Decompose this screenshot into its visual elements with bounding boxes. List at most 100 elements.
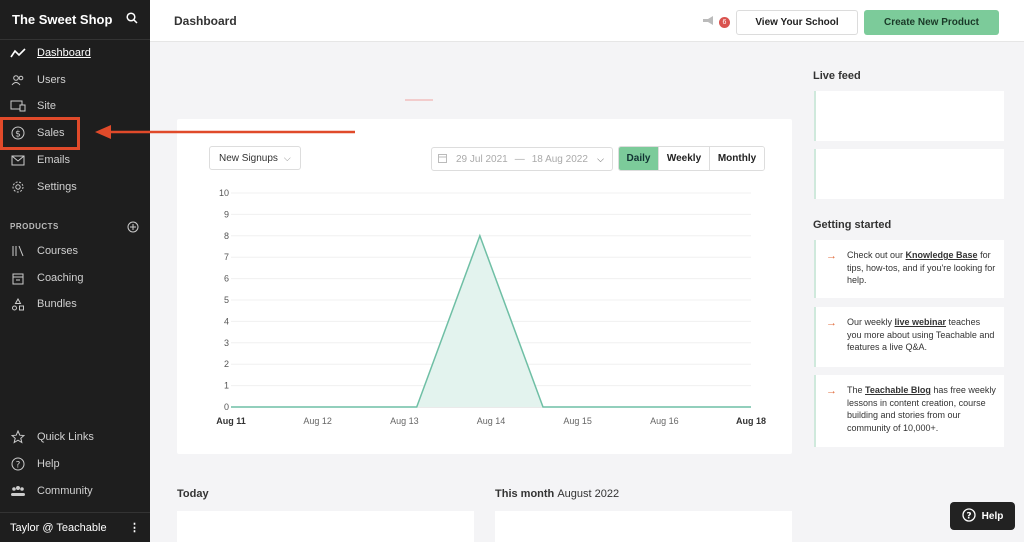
sidebar-item-quick-links[interactable]: Quick Links: [0, 426, 150, 448]
period-daily[interactable]: Daily: [619, 147, 659, 170]
annotation-highlight-box: [0, 117, 80, 150]
question-circle-icon: ?: [962, 507, 976, 525]
date-from: 29 Jul 2021: [456, 153, 508, 165]
calendar-icon: [10, 270, 26, 286]
card-text: The: [847, 385, 866, 395]
account-menu[interactable]: Taylor @ Teachable ⋮: [0, 512, 150, 542]
y-tick-label: 10: [219, 188, 229, 198]
sidebar-item-site[interactable]: Site: [0, 95, 150, 117]
sidebar-item-label: Courses: [37, 245, 78, 257]
account-name: Taylor @ Teachable: [10, 521, 107, 534]
announcements-button[interactable]: 6: [702, 13, 730, 31]
sidebar-item-sales[interactable]: $ Sales: [0, 122, 150, 144]
star-icon: [10, 429, 26, 445]
getting-started-title: Getting started: [813, 219, 892, 231]
svg-text:$: $: [15, 130, 21, 140]
card-text: for tips, how-tos, and if you're looking…: [847, 250, 996, 285]
view-school-button[interactable]: View Your School: [736, 10, 858, 35]
x-tick-label: Aug 16: [650, 416, 679, 426]
school-name[interactable]: The Sweet Shop: [12, 12, 113, 27]
sidebar-item-coaching[interactable]: Coaching: [0, 267, 150, 289]
loading-indicator: [405, 99, 433, 101]
y-tick-label: 9: [224, 209, 229, 219]
x-tick-label: Aug 11: [216, 416, 246, 426]
period-monthly[interactable]: Monthly: [710, 147, 764, 170]
live-webinar-link[interactable]: live webinar: [894, 317, 947, 327]
search-icon[interactable]: [126, 11, 138, 29]
x-tick-label: Aug 13: [390, 416, 419, 426]
question-circle-icon: ?: [10, 456, 26, 472]
brand-header: The Sweet Shop: [0, 0, 150, 40]
create-product-button[interactable]: Create New Product: [864, 10, 999, 35]
notification-badge: 6: [719, 16, 730, 28]
teachable-blog-link[interactable]: Teachable Blog: [865, 385, 931, 395]
sidebar-item-community[interactable]: Community: [0, 480, 150, 502]
metric-label: New Signups: [219, 152, 278, 164]
sidebar-item-emails[interactable]: Emails: [0, 149, 150, 171]
getting-started-card[interactable]: → The Teachable Blog has free weekly les…: [814, 375, 1004, 447]
sidebar-item-settings[interactable]: Settings: [0, 176, 150, 198]
y-tick-label: 3: [224, 338, 229, 348]
help-label: Help: [981, 510, 1004, 522]
sidebar-item-label: Users: [37, 74, 66, 86]
sidebar-item-users[interactable]: Users: [0, 69, 150, 91]
y-tick-label: 0: [224, 402, 229, 412]
period-weekly[interactable]: Weekly: [659, 147, 710, 170]
y-tick-label: 2: [224, 359, 229, 369]
x-tick-label: Aug 15: [563, 416, 592, 426]
help-button[interactable]: ? Help: [950, 502, 1015, 530]
this-month-label: This month: [495, 488, 555, 500]
svg-text:?: ?: [966, 511, 971, 521]
users-icon: [10, 72, 26, 88]
sidebar-item-help[interactable]: ? Help: [0, 453, 150, 475]
add-product-icon[interactable]: [127, 220, 139, 238]
signups-chart: 0 1 2 3 4 5 6 7 8 9 10 Aug 11 Aug 12 Aug 13 Aug 14 Aug…: [216, 188, 766, 426]
mail-icon: [10, 152, 26, 168]
metric-dropdown[interactable]: New Signups ⌵: [209, 146, 301, 170]
sidebar-item-label: Help: [37, 458, 60, 470]
this-month-card: [495, 511, 792, 542]
date-separator: —: [514, 153, 525, 165]
sidebar-item-label: Settings: [37, 181, 77, 193]
bundle-icon: [10, 296, 26, 312]
sidebar-item-label: Emails: [37, 154, 71, 166]
getting-started-card[interactable]: → Check out our Knowledge Base for tips,…: [814, 240, 1004, 298]
sidebar-item-label: Dashboard: [37, 47, 91, 59]
sidebar-item-label: Coaching: [37, 272, 84, 284]
sidebar-item-label: Quick Links: [37, 431, 94, 443]
sidebar-item-label: Bundles: [37, 298, 77, 310]
series-line: [231, 233, 751, 408]
series-area: [231, 235, 751, 407]
date-range-picker[interactable]: 29 Jul 2021 — 18 Aug 2022 ⌵: [431, 147, 613, 171]
page-title: Dashboard: [174, 14, 237, 28]
sidebar-item-bundles[interactable]: Bundles: [0, 293, 150, 315]
svg-text:?: ?: [16, 461, 21, 471]
sidebar-item-label: Community: [37, 485, 93, 497]
today-title: Today: [177, 488, 209, 500]
gear-icon: [10, 179, 26, 195]
arrow-right-icon: →: [826, 250, 837, 262]
y-tick-label: 5: [224, 295, 229, 305]
x-tick-label: Aug 18: [736, 416, 766, 426]
live-feed-title: Live feed: [813, 70, 861, 82]
today-card: [177, 511, 474, 542]
x-tick-label: Aug 12: [303, 416, 332, 426]
megaphone-icon: [702, 13, 716, 31]
y-tick-label: 8: [224, 231, 229, 241]
kebab-menu-icon[interactable]: ⋮: [129, 522, 140, 534]
arrow-right-icon: →: [826, 317, 837, 329]
getting-started-card[interactable]: → Our weekly live webinar teaches you mo…: [814, 307, 1004, 367]
y-tick-label: 7: [224, 252, 229, 262]
knowledge-base-link[interactable]: Knowledge Base: [905, 250, 978, 260]
sidebar-item-dashboard[interactable]: Dashboard: [0, 42, 150, 64]
y-tick-label: 6: [224, 274, 229, 284]
period-toggle: Daily Weekly Monthly: [618, 146, 765, 171]
sidebar-item-label: Sales: [37, 127, 65, 139]
community-icon: [10, 483, 26, 499]
chevron-down-icon: ⌵: [597, 153, 604, 164]
chart-card: New Signups ⌵ 29 Jul 2021 — 18 Aug 2022 …: [177, 119, 792, 454]
monitor-icon: [10, 98, 26, 114]
y-tick-label: 4: [224, 316, 229, 326]
date-to: 18 Aug 2022: [531, 153, 588, 165]
sidebar-item-courses[interactable]: Courses: [0, 240, 150, 262]
